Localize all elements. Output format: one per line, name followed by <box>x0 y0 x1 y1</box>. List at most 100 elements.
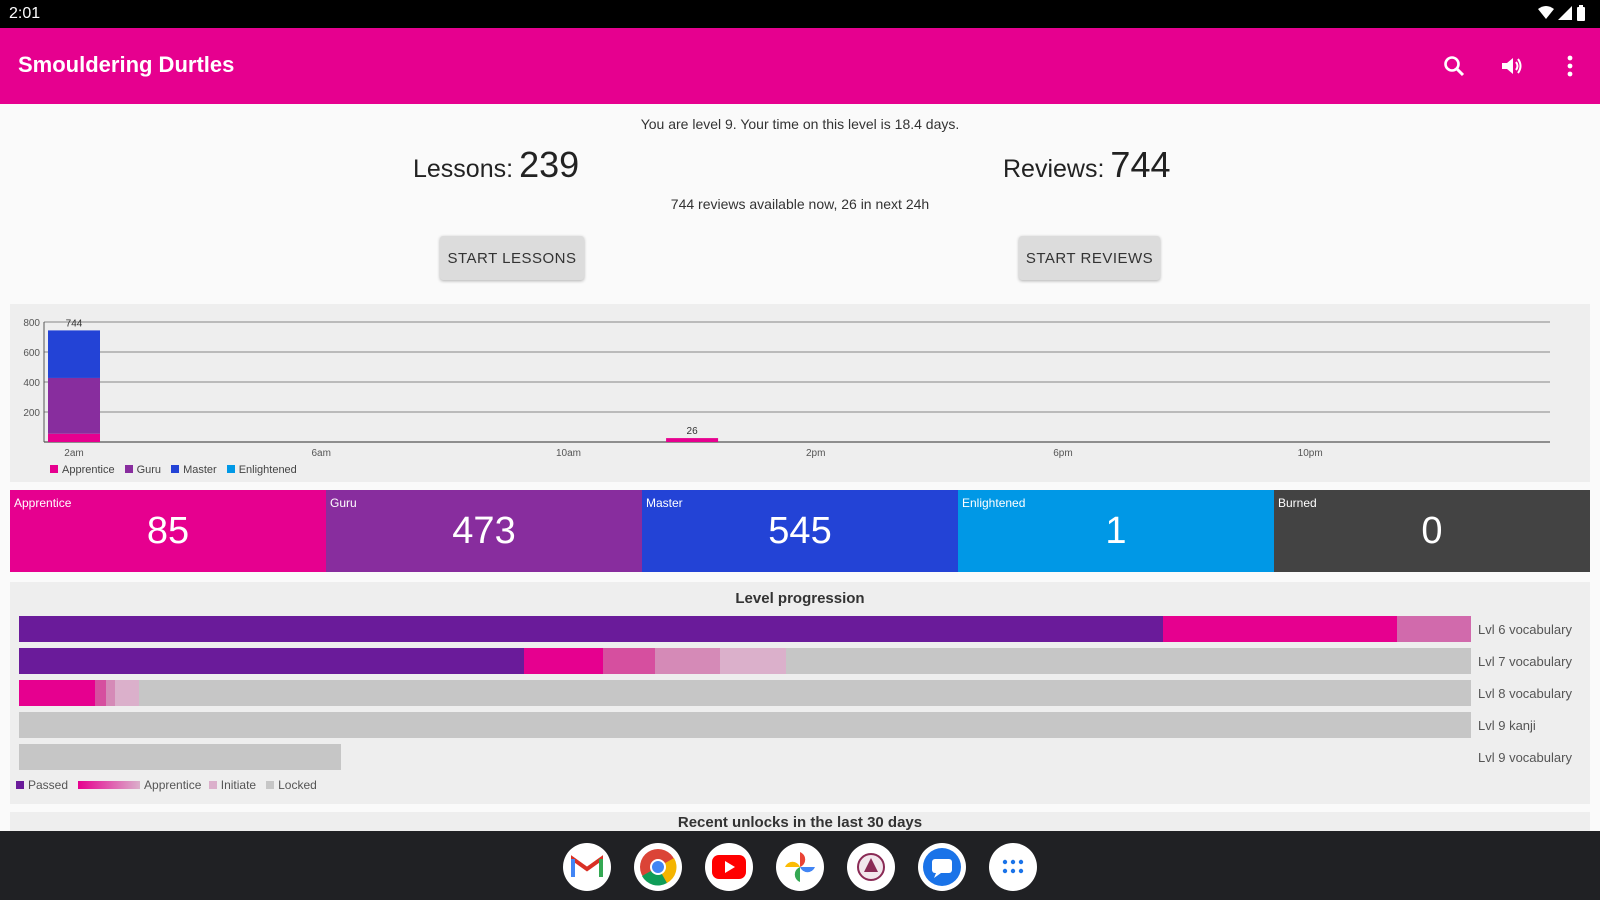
srs-stage-summary: Apprentice 85 Guru 473 Master 545 Enligh… <box>10 490 1590 572</box>
legend-apprentice: Apprentice <box>50 464 115 476</box>
app-dock <box>563 843 1037 891</box>
level-info: You are level 9. Your time on this level… <box>640 116 960 132</box>
gmail-icon[interactable] <box>563 843 611 891</box>
progression-locked-segment <box>19 744 342 770</box>
srs-stage-count: 545 <box>768 510 832 552</box>
app-bar-actions <box>1438 50 1586 82</box>
legend-locked: Locked <box>266 778 317 792</box>
level-progression-title: Level progression <box>735 590 865 607</box>
srs-stage-label: Apprentice <box>14 496 72 510</box>
lessons-label: Lessons: <box>413 155 514 183</box>
reviews-label: Reviews: <box>1003 155 1105 183</box>
srs-stage-burned[interactable]: Burned 0 <box>1274 490 1590 572</box>
lessons-count: 239 <box>519 144 580 185</box>
signal-icon <box>1558 6 1572 20</box>
reviews-count: 744 <box>1110 144 1171 185</box>
srs-stage-master[interactable]: Master 545 <box>642 490 958 572</box>
progression-bar-lvl7-vocab[interactable] <box>19 648 1471 674</box>
app-bar: Smouldering Durtles <box>0 28 1600 104</box>
forecast-plot: 800 600 400 200 2am 6am 10am 2pm 6pm 10pm 744 26 <box>23 318 1550 459</box>
progression-legend: Passed Apprentice Initiate Locked <box>16 778 317 792</box>
legend-guru: Guru <box>124 464 161 476</box>
youtube-icon[interactable] <box>705 843 753 891</box>
progression-segment-apprentice <box>524 648 603 674</box>
legend-enlightened: Enlightened <box>226 464 297 476</box>
progression-bar-lvl6-vocab[interactable] <box>19 616 1471 642</box>
start-lessons-button[interactable]: START LESSONS <box>440 236 584 280</box>
progression-label: Lvl 7 vocabulary <box>1478 654 1572 669</box>
y-tick-label: 200 <box>23 408 40 419</box>
progression-bar-lvl9-kanji[interactable] <box>19 712 1471 738</box>
recent-unlocks-card: Recent unlocks in the last 30 days <box>10 812 1590 831</box>
x-tick-label: 2am <box>64 448 83 459</box>
status-time: 2:01 <box>9 5 41 22</box>
progression-bar-lvl8-vocab[interactable] <box>19 680 1471 706</box>
progression-bar-lvl9-vocab[interactable] <box>19 744 1471 770</box>
legend-master: Master <box>171 464 217 476</box>
srs-stage-enlightened[interactable]: Enlightened 1 <box>958 490 1274 572</box>
progression-segment-apprentice-2 <box>94 680 107 706</box>
x-tick-label: 10pm <box>1298 448 1323 459</box>
x-tick-label: 10am <box>556 448 581 459</box>
y-tick-label: 600 <box>23 348 40 359</box>
srs-stage-guru[interactable]: Guru 473 <box>326 490 642 572</box>
app-title: Smouldering Durtles <box>18 52 235 77</box>
lessons-counter: Lessons: 239 <box>413 144 579 186</box>
review-forecast-chart: 800 600 400 200 2am 6am 10am 2pm 6pm 10pm 744 26 Ap… <box>10 304 1590 482</box>
chart-legend: Apprentice Guru Master Enlightened <box>50 464 297 476</box>
overflow-menu-icon[interactable] <box>1554 50 1586 82</box>
x-tick-label: 6am <box>312 448 331 459</box>
messages-icon[interactable] <box>918 843 966 891</box>
search-icon[interactable] <box>1438 50 1470 82</box>
app-drawer-icon[interactable] <box>989 843 1037 891</box>
photos-icon[interactable] <box>776 843 824 891</box>
availability-info: 744 reviews available now, 26 in next 24… <box>670 196 930 212</box>
progression-segment-apprentice <box>1163 616 1397 642</box>
progression-label: Lvl 9 vocabulary <box>1478 750 1572 765</box>
dashboard: You are level 9. Your time on this level… <box>0 104 1600 831</box>
bar-value-label: 26 <box>687 426 699 437</box>
progression-segment-apprentice-2 <box>602 648 655 674</box>
srs-stage-label: Guru <box>330 496 357 510</box>
level-progression-card: Level progression Lvl 6 vocabulary Lvl 7… <box>10 582 1590 804</box>
reviews-counter: Reviews: 744 <box>1003 144 1171 186</box>
progression-segment-apprentice-3 <box>106 680 115 706</box>
battery-icon <box>1577 5 1585 21</box>
taskbar <box>0 831 1600 900</box>
status-bar: 2:01 <box>0 0 1600 28</box>
chrome-icon[interactable] <box>634 843 682 891</box>
recent-unlocks-title: Recent unlocks in the last 30 days <box>677 814 923 831</box>
srs-stage-count: 0 <box>1421 510 1443 552</box>
progression-segment-apprentice-low <box>1396 616 1471 642</box>
y-tick-label: 400 <box>23 378 40 389</box>
progression-label: Lvl 6 vocabulary <box>1478 622 1572 637</box>
progression-label: Lvl 9 kanji <box>1478 718 1536 733</box>
srs-stage-count: 473 <box>452 510 516 552</box>
progression-segment-passed <box>19 616 1164 642</box>
x-tick-label: 2pm <box>806 448 825 459</box>
chart-bar-segment <box>48 377 100 434</box>
bar-value-label: 744 <box>66 318 83 329</box>
srs-stage-label: Burned <box>1278 496 1317 510</box>
progression-label: Lvl 8 vocabulary <box>1478 686 1572 701</box>
srs-stage-label: Enlightened <box>962 496 1026 510</box>
volume-icon[interactable] <box>1496 50 1528 82</box>
srs-stage-label: Master <box>646 496 683 510</box>
legend-apprentice-initiate: Apprentice Initiate <box>78 778 256 792</box>
srs-stage-count: 1 <box>1105 510 1127 552</box>
start-reviews-button[interactable]: START REVIEWS <box>1019 236 1160 280</box>
chart-bar-segment <box>666 438 719 442</box>
wifi-icon <box>1538 6 1554 19</box>
progression-segment-passed <box>19 648 525 674</box>
legend-passed: Passed <box>16 778 68 792</box>
chart-bar-segment <box>48 433 100 442</box>
chart-bar-segment <box>48 330 100 378</box>
y-tick-label: 800 <box>23 318 40 329</box>
srs-stage-count: 85 <box>146 510 190 552</box>
progression-segment-apprentice <box>19 680 95 706</box>
srs-stage-apprentice[interactable]: Apprentice 85 <box>10 490 326 572</box>
progression-segment-initiate <box>720 648 786 674</box>
smouldering-durtles-icon[interactable] <box>847 843 895 891</box>
status-icons <box>1538 5 1586 21</box>
progression-segment-apprentice-3 <box>654 648 721 674</box>
